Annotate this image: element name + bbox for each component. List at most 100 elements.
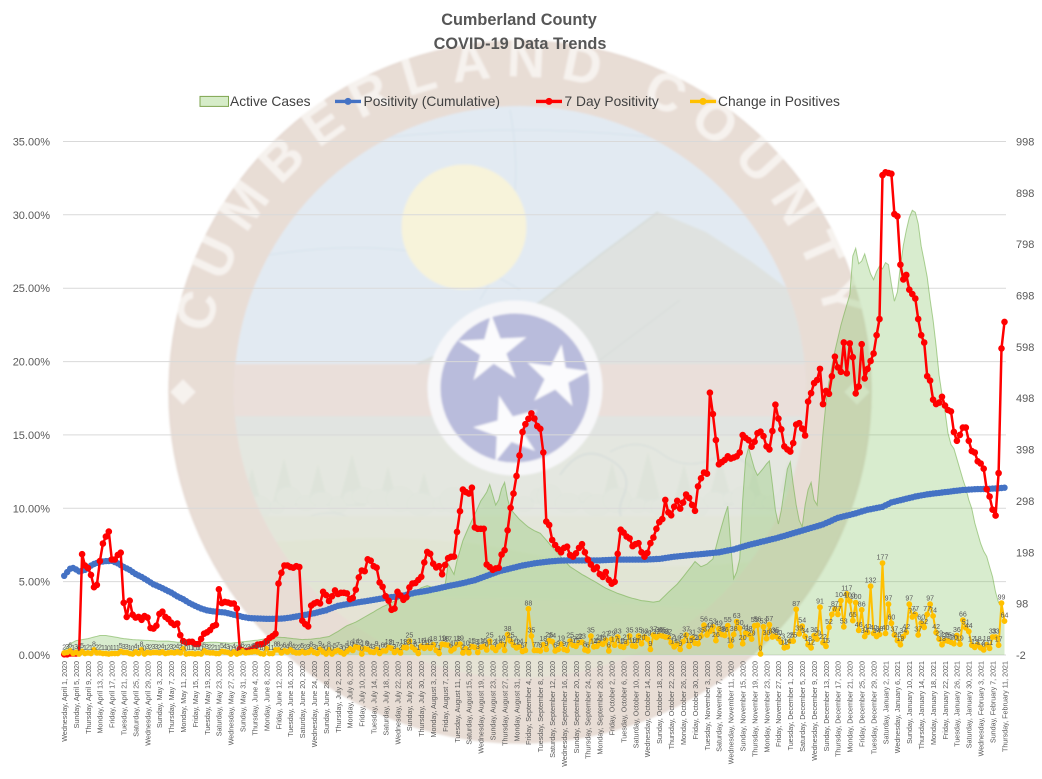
svg-text:Tuesday, November 3, 2020: Tuesday, November 3, 2020 <box>704 661 712 750</box>
svg-text:7 Day Positivity: 7 Day Positivity <box>565 94 659 109</box>
svg-text:3: 3 <box>393 644 397 651</box>
svg-text:6: 6 <box>586 642 590 649</box>
svg-text:15: 15 <box>685 638 693 645</box>
svg-text:60: 60 <box>888 615 896 622</box>
svg-text:2: 2 <box>178 644 182 651</box>
svg-text:13: 13 <box>971 639 979 646</box>
svg-text:18: 18 <box>453 636 461 643</box>
svg-text:13: 13 <box>620 639 628 646</box>
svg-text:8: 8 <box>327 641 331 648</box>
svg-text:Wednesday, January 6, 2021: Wednesday, January 6, 2021 <box>894 661 902 753</box>
svg-text:21: 21 <box>623 635 631 642</box>
svg-text:598: 598 <box>1016 342 1034 354</box>
svg-text:4: 4 <box>369 643 373 650</box>
svg-text:98: 98 <box>1016 599 1028 611</box>
svg-text:42: 42 <box>902 624 910 631</box>
svg-text:35: 35 <box>626 628 634 635</box>
svg-text:15: 15 <box>593 638 601 645</box>
svg-text:Wednesday, April 1, 2020: Wednesday, April 1, 2020 <box>61 661 69 742</box>
svg-text:8: 8 <box>413 641 417 648</box>
svg-text:50: 50 <box>736 620 744 627</box>
svg-text:0: 0 <box>77 646 81 653</box>
svg-text:Monday, June 8, 2020: Monday, June 8, 2020 <box>263 661 271 731</box>
svg-text:4: 4 <box>175 643 179 650</box>
svg-text:Wednesday, November 11, 2020: Wednesday, November 11, 2020 <box>728 661 736 764</box>
svg-text:8: 8 <box>277 641 281 648</box>
svg-text:7: 7 <box>535 642 539 649</box>
svg-text:1: 1 <box>89 645 93 652</box>
svg-text:20.00%: 20.00% <box>13 357 51 369</box>
svg-text:4: 4 <box>232 643 236 650</box>
svg-text:77: 77 <box>834 606 842 613</box>
svg-text:3: 3 <box>476 644 480 651</box>
svg-text:Thursday, June 4, 2020: Thursday, June 4, 2020 <box>251 661 259 736</box>
svg-text:19: 19 <box>557 636 565 643</box>
svg-text:34: 34 <box>899 628 907 635</box>
svg-text:32: 32 <box>664 629 672 636</box>
svg-text:Saturday, November 7, 2020: Saturday, November 7, 2020 <box>716 661 724 752</box>
svg-text:20: 20 <box>739 635 747 642</box>
svg-text:16: 16 <box>727 637 735 644</box>
svg-text:3: 3 <box>247 644 251 651</box>
svg-text:2: 2 <box>98 644 102 651</box>
svg-text:56: 56 <box>700 617 708 624</box>
svg-text:64: 64 <box>1001 613 1009 620</box>
svg-text:6: 6 <box>68 642 72 649</box>
svg-text:20: 20 <box>694 635 702 642</box>
svg-text:Sunday, June 28, 2020: Sunday, June 28, 2020 <box>323 661 331 734</box>
svg-text:18: 18 <box>938 636 946 643</box>
svg-text:0: 0 <box>193 646 197 653</box>
svg-text:33: 33 <box>992 629 1000 636</box>
svg-text:Thursday, September 24, 2020: Thursday, September 24, 2020 <box>585 661 593 759</box>
svg-text:Monday, August 3, 2020: Monday, August 3, 2020 <box>430 661 438 738</box>
svg-text:6: 6 <box>381 642 385 649</box>
svg-text:11: 11 <box>986 640 993 647</box>
svg-text:Wednesday, August 19, 2020: Wednesday, August 19, 2020 <box>478 661 486 754</box>
svg-text:Thursday, January 14, 2021: Thursday, January 14, 2021 <box>918 661 926 749</box>
svg-text:Tuesday, December 29, 2020: Tuesday, December 29, 2020 <box>870 661 878 754</box>
svg-text:97: 97 <box>905 596 913 603</box>
svg-text:Monday, May 11, 2020: Monday, May 11, 2020 <box>180 661 188 733</box>
svg-text:9: 9 <box>544 641 548 648</box>
svg-text:15: 15 <box>572 638 580 645</box>
svg-text:Friday, April 17, 2020: Friday, April 17, 2020 <box>109 661 117 728</box>
svg-text:40: 40 <box>882 625 890 632</box>
svg-text:26: 26 <box>894 632 902 639</box>
svg-text:46: 46 <box>855 622 863 629</box>
svg-text:25: 25 <box>507 633 515 640</box>
svg-text:9: 9 <box>366 641 370 648</box>
svg-text:4: 4 <box>160 643 164 650</box>
svg-text:2: 2 <box>244 644 248 651</box>
svg-text:24: 24 <box>548 633 556 640</box>
svg-text:1: 1 <box>187 645 191 652</box>
svg-text:53: 53 <box>760 618 768 625</box>
svg-text:3: 3 <box>306 644 310 651</box>
svg-text:0: 0 <box>235 646 239 653</box>
svg-text:1: 1 <box>437 645 441 652</box>
svg-text:10: 10 <box>361 640 369 647</box>
svg-text:74: 74 <box>929 608 937 615</box>
svg-text:15: 15 <box>468 638 476 645</box>
svg-text:99: 99 <box>998 595 1006 602</box>
svg-text:Thursday, July 30, 2020: Thursday, July 30, 2020 <box>418 661 426 737</box>
svg-text:35: 35 <box>658 628 666 635</box>
svg-text:4: 4 <box>250 643 254 650</box>
svg-text:Sunday, July 26, 2020: Sunday, July 26, 2020 <box>406 661 414 731</box>
svg-text:23: 23 <box>777 634 785 641</box>
svg-text:6: 6 <box>282 642 286 649</box>
svg-text:Sunday, September 20, 2020: Sunday, September 20, 2020 <box>573 661 581 753</box>
svg-text:1: 1 <box>214 645 218 652</box>
svg-text:19: 19 <box>498 636 506 643</box>
svg-text:6: 6 <box>553 642 557 649</box>
svg-text:0: 0 <box>107 646 111 653</box>
svg-text:Monday, August 31, 2020: Monday, August 31, 2020 <box>513 661 521 741</box>
svg-text:12: 12 <box>513 639 521 646</box>
svg-text:25.00%: 25.00% <box>13 283 51 295</box>
svg-text:86: 86 <box>858 601 866 608</box>
svg-text:Wednesday, September 16, 2020: Wednesday, September 16, 2020 <box>561 661 569 767</box>
svg-text:65: 65 <box>849 612 857 619</box>
svg-text:19: 19 <box>956 636 964 643</box>
svg-text:10: 10 <box>462 640 470 647</box>
svg-text:6: 6 <box>607 642 611 649</box>
svg-text:3: 3 <box>74 644 78 651</box>
